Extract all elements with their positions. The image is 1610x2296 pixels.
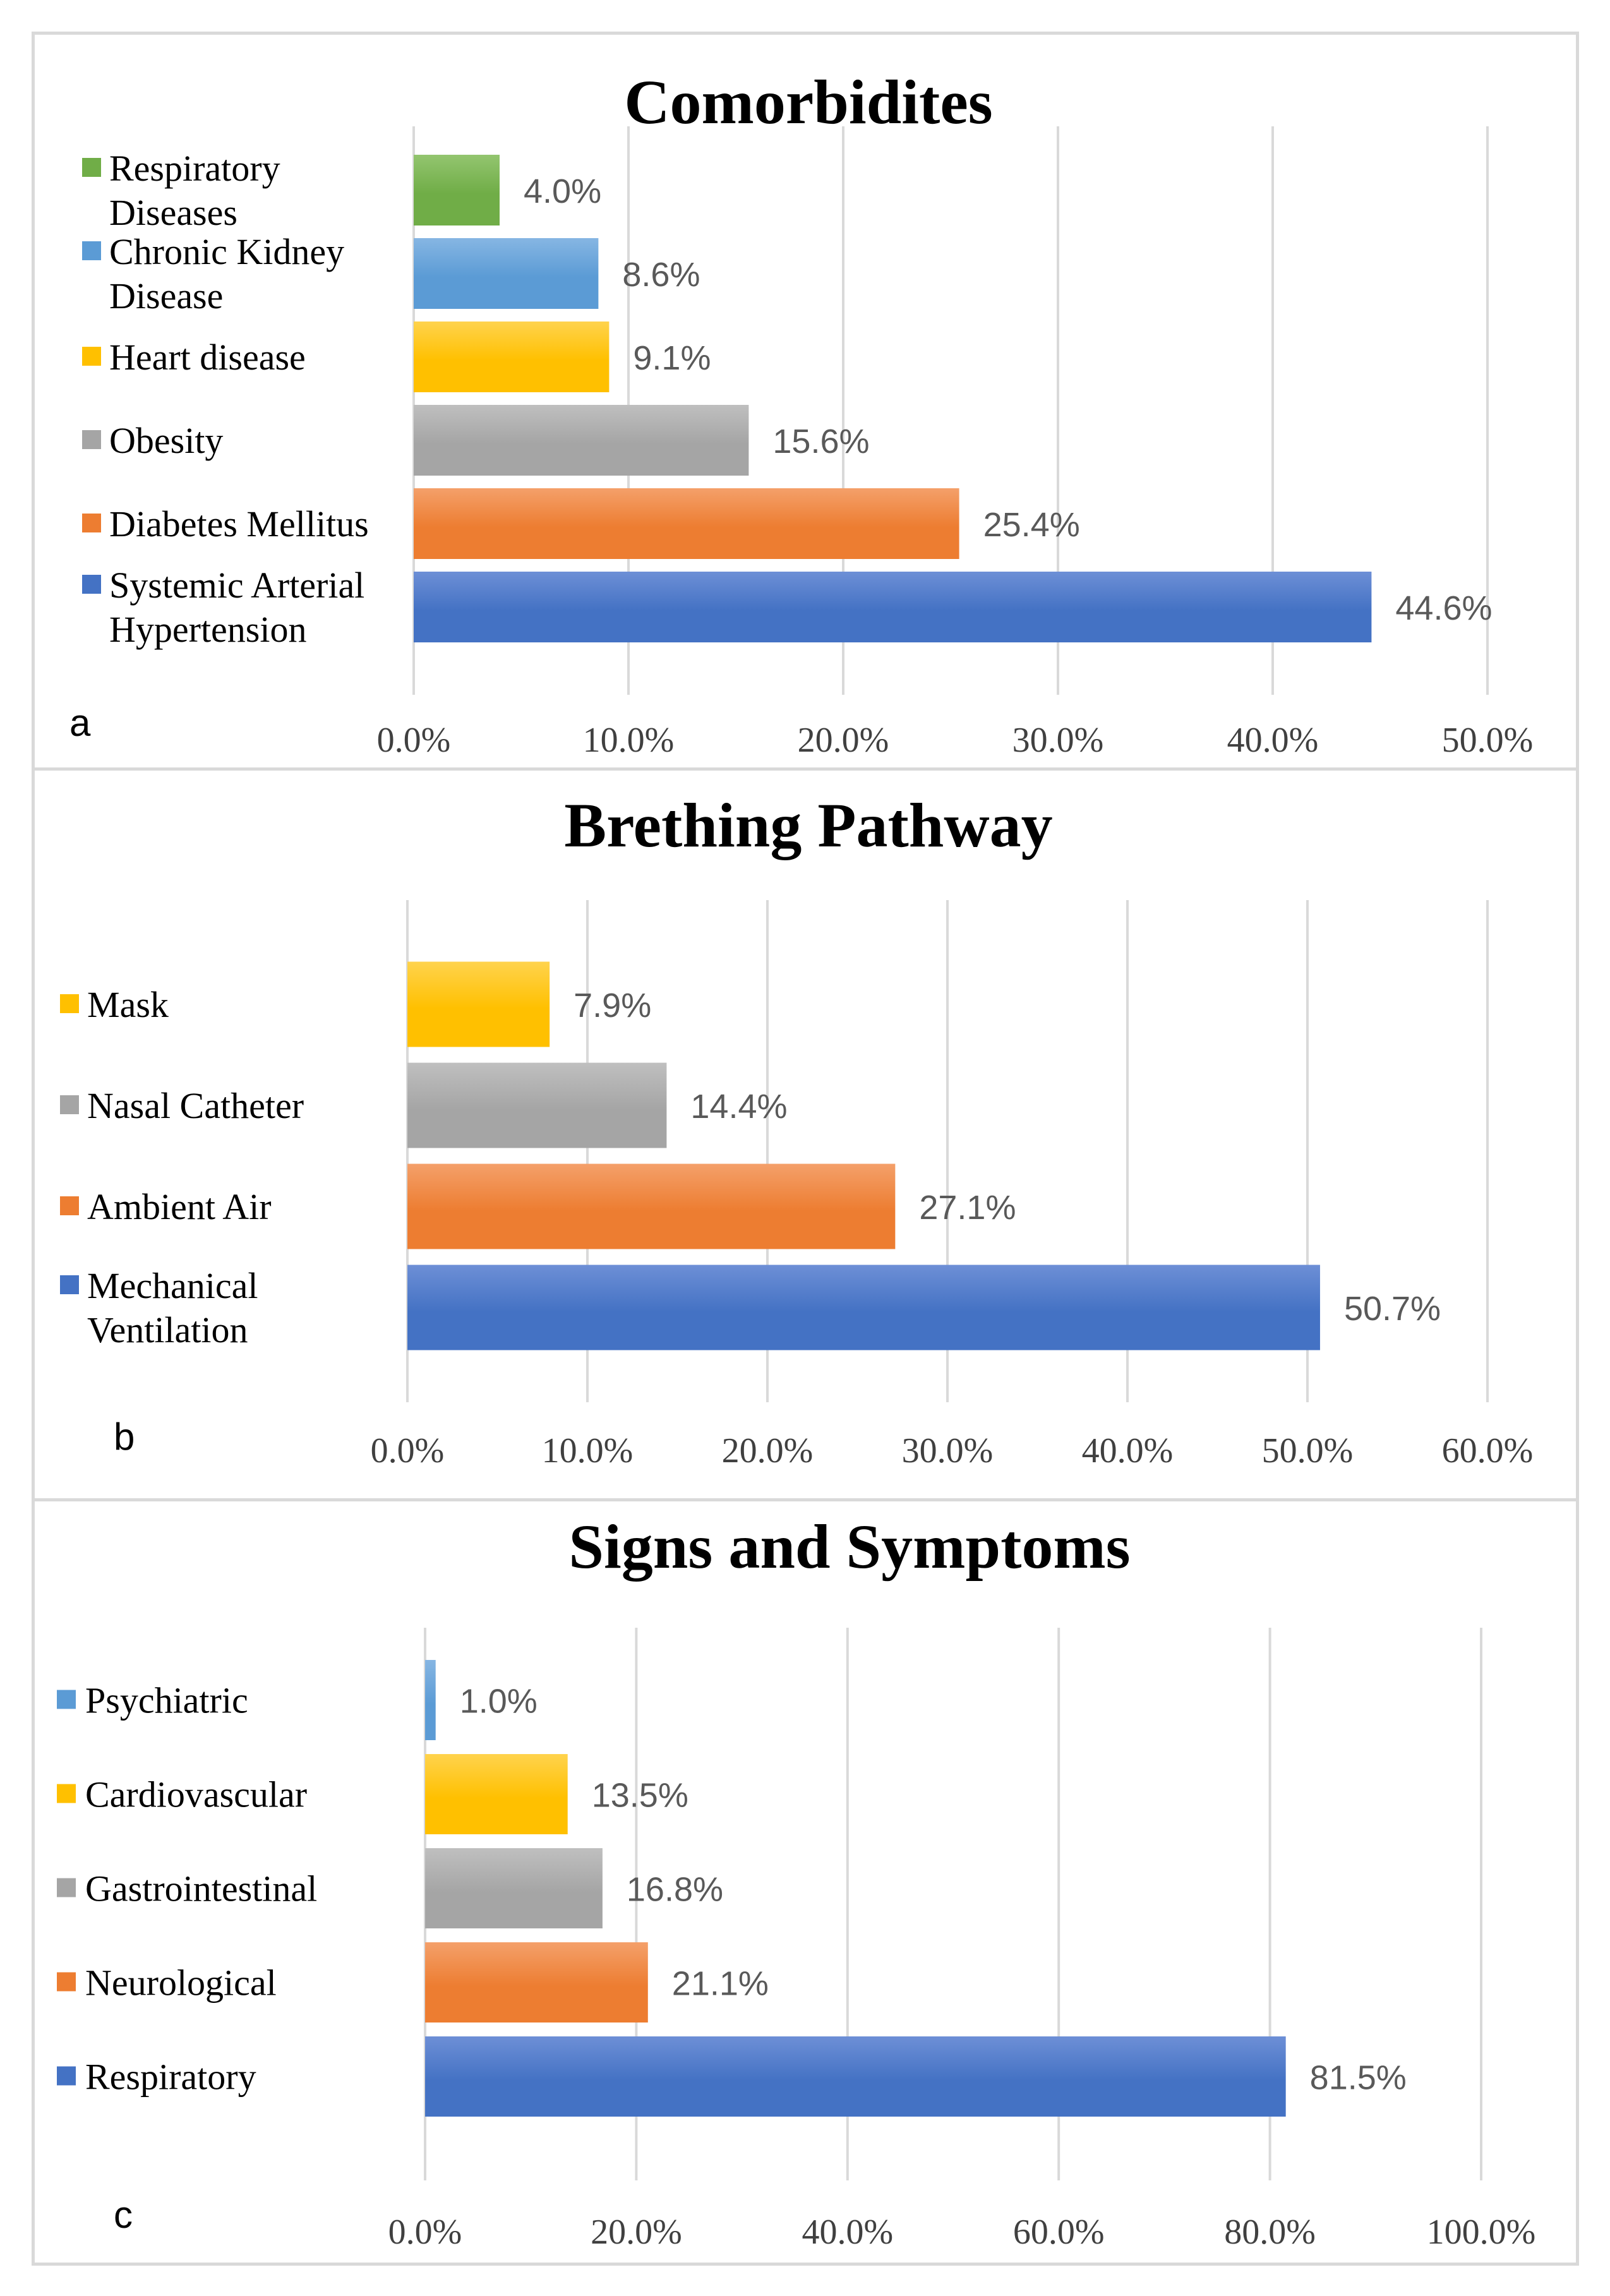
bar [414,405,749,476]
data-label: 7.9% [574,987,651,1025]
chart-svg: Brething Pathway 0.0% 10.0% 20.0% 30.0% 40.0%… [60,790,1534,1470]
legend-label: Psychiatric [85,1680,248,1721]
bar [414,572,1372,642]
panel-letter: c [114,2194,133,2236]
legend-swatch [82,430,101,449]
data-label: 8.6% [622,256,700,294]
legend-swatch [57,1690,76,1709]
bar [425,1942,648,2023]
x-tick-label: 40.0% [802,2213,893,2252]
legend-swatch [60,994,79,1013]
legend-swatch [82,575,101,594]
legend-swatch [82,514,101,532]
legend-label: Cardiovascular [85,1774,307,1815]
bar [414,238,599,309]
legend-label: Neurological [85,1962,277,2004]
bar [407,1062,667,1148]
chart-panel-signs-symptoms: Signs and Symptoms 0.0% 20.0% 40.0% 60.0% 80.… [32,1498,1579,2266]
legend-label: Heart disease [109,337,306,378]
legend-label: Systemic Arterial Hypertension [109,565,364,650]
bar [425,1660,436,1740]
x-tick-label: 50.0% [1442,721,1534,760]
x-tick-label: 60.0% [1013,2213,1105,2252]
x-tick-label: 40.0% [1082,1431,1174,1470]
x-tick-label: 30.0% [902,1431,994,1470]
legend-label: Ambient Air [87,1186,272,1227]
bar [414,155,500,225]
legend-label: Gastrointestinal [85,1868,317,1909]
data-label: 14.4% [690,1088,787,1126]
bar [407,1163,896,1249]
legend-label: Mechanical Ventilation [87,1265,258,1350]
legend-swatch [60,1275,79,1294]
chart-title: Comorbidites [624,67,992,137]
legend-label: Mask [87,984,169,1025]
bar [425,1848,603,1928]
x-tick-label: 80.0% [1224,2213,1316,2252]
bar [407,1265,1320,1350]
x-tick-label: 20.0% [798,721,889,760]
bar [425,1754,568,1834]
x-tick-label: 100.0% [1427,2213,1536,2252]
x-tick-label: 60.0% [1442,1431,1534,1470]
legend-swatch [82,347,101,366]
data-label: 81.5% [1310,2059,1407,2097]
legend-label: Nasal Catheter [87,1085,304,1126]
data-label: 27.1% [919,1189,1016,1227]
x-tick-label: 0.0% [388,2213,462,2252]
legend-label: Respiratory Diseases [109,148,280,233]
legend-swatch [82,158,101,177]
x-tick-label: 50.0% [1262,1431,1354,1470]
data-label: 1.0% [460,1683,538,1721]
chart-title: Brething Pathway [564,790,1052,860]
bar [414,322,610,392]
legend-swatch [57,1784,76,1803]
data-label: 50.7% [1344,1290,1441,1328]
bar [414,488,959,559]
legend-label: Respiratory [85,2057,256,2098]
x-tick-label: 30.0% [1012,721,1104,760]
legend-label: Chronic Kidney Disease [109,231,344,316]
data-label: 9.1% [633,339,711,377]
data-label: 4.0% [524,172,601,210]
legend-label: Obesity [109,420,223,461]
bar [425,2036,1286,2117]
x-tick-label: 0.0% [377,721,451,760]
legend-swatch [57,2066,76,2086]
x-tick-label: 10.0% [583,721,675,760]
data-label: 21.1% [672,1965,769,2003]
legend-swatch [60,1196,79,1215]
legend-swatch [82,241,101,260]
chart-panel-comorbidities: Comorbidites 0.0% 10.0% 20.0% 30.0% 40.0% 50.0… [32,32,1579,772]
chart-panel-breathing-pathway: Brething Pathway 0.0% 10.0% 20.0% 30.0% 40.0%… [32,767,1579,1503]
x-tick-label: 10.0% [542,1431,634,1470]
x-tick-label: 20.0% [591,2213,682,2252]
data-label: 44.6% [1395,589,1492,627]
data-label: 16.8% [627,1871,723,1909]
legend-swatch [60,1095,79,1114]
data-label: 13.5% [592,1777,688,1815]
data-label: 15.6% [772,423,869,460]
x-tick-label: 40.0% [1227,721,1319,760]
panel-letter: a [69,702,91,744]
legend-swatch [57,1972,76,1992]
chart-svg: Signs and Symptoms 0.0% 20.0% 40.0% 60.0% 80.… [57,1512,1536,2252]
panel-letter: b [114,1415,135,1458]
legend-swatch [57,1878,76,1897]
legend-label: Diabetes Mellitus [109,503,369,544]
x-tick-label: 0.0% [371,1431,445,1470]
bar [407,961,550,1047]
chart-svg: Comorbidites 0.0% 10.0% 20.0% 30.0% 40.0% 50.0… [69,67,1534,760]
chart-title: Signs and Symptoms [568,1512,1130,1582]
x-tick-label: 20.0% [722,1431,814,1470]
data-label: 25.4% [983,506,1080,544]
